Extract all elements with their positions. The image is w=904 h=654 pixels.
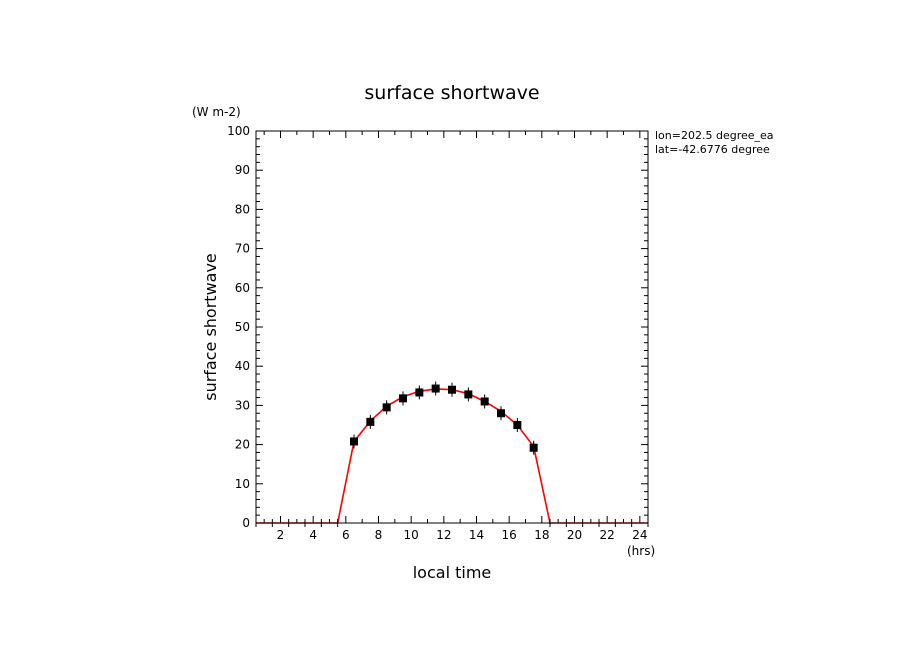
data-point [448, 382, 456, 397]
data-point [513, 418, 522, 432]
x-axis-title: local time [413, 563, 492, 582]
x-tick-label: 22 [600, 528, 615, 542]
data-point [399, 391, 407, 406]
x-tick-label: 20 [567, 528, 582, 542]
y-tick-label: 40 [235, 359, 250, 373]
data-series [255, 381, 649, 527]
y-axis-title: surface shortwave [201, 253, 220, 401]
y-tick-label: 60 [235, 281, 250, 295]
x-tick-label: 24 [632, 528, 647, 542]
y-tick-label: 50 [235, 320, 250, 334]
data-point [350, 434, 358, 449]
x-tick-label: 12 [436, 528, 451, 542]
x-tick-label: 10 [404, 528, 419, 542]
x-tick-label: 6 [342, 528, 350, 542]
annotation-lat: lat=-42.6776 degree [655, 143, 770, 156]
data-point [431, 381, 440, 396]
y-tick-label: 100 [227, 124, 250, 138]
data-point [366, 414, 375, 429]
y-tick-label: 10 [235, 477, 250, 491]
y-tick-label: 20 [235, 438, 250, 452]
data-point [529, 440, 538, 455]
plot-frame [255, 130, 649, 524]
y-tick-label: 80 [235, 202, 250, 216]
y-tick-label: 30 [235, 398, 250, 412]
y-tick-label: 0 [242, 516, 250, 530]
chart-title: surface shortwave [364, 82, 539, 104]
data-point [382, 400, 391, 415]
x-unit-label: (hrs) [627, 544, 655, 558]
data-point [497, 406, 505, 421]
y-tick-label: 70 [235, 242, 250, 256]
x-tick-label: 4 [309, 528, 317, 542]
x-tick-label: 2 [277, 528, 285, 542]
data-point [464, 387, 473, 402]
series-line [256, 388, 648, 524]
x-tick-label: 16 [502, 528, 517, 542]
x-tick-label: 8 [375, 528, 383, 542]
y-tick-label: 90 [235, 163, 250, 177]
annotation-lon: lon=202.5 degree_ea [655, 129, 774, 142]
data-point [415, 385, 424, 400]
x-tick-label: 18 [534, 528, 549, 542]
data-point [480, 394, 489, 409]
y-unit-label: (W m-2) [192, 105, 241, 119]
axis-ticks [256, 130, 648, 524]
x-tick-label: 14 [469, 528, 484, 542]
